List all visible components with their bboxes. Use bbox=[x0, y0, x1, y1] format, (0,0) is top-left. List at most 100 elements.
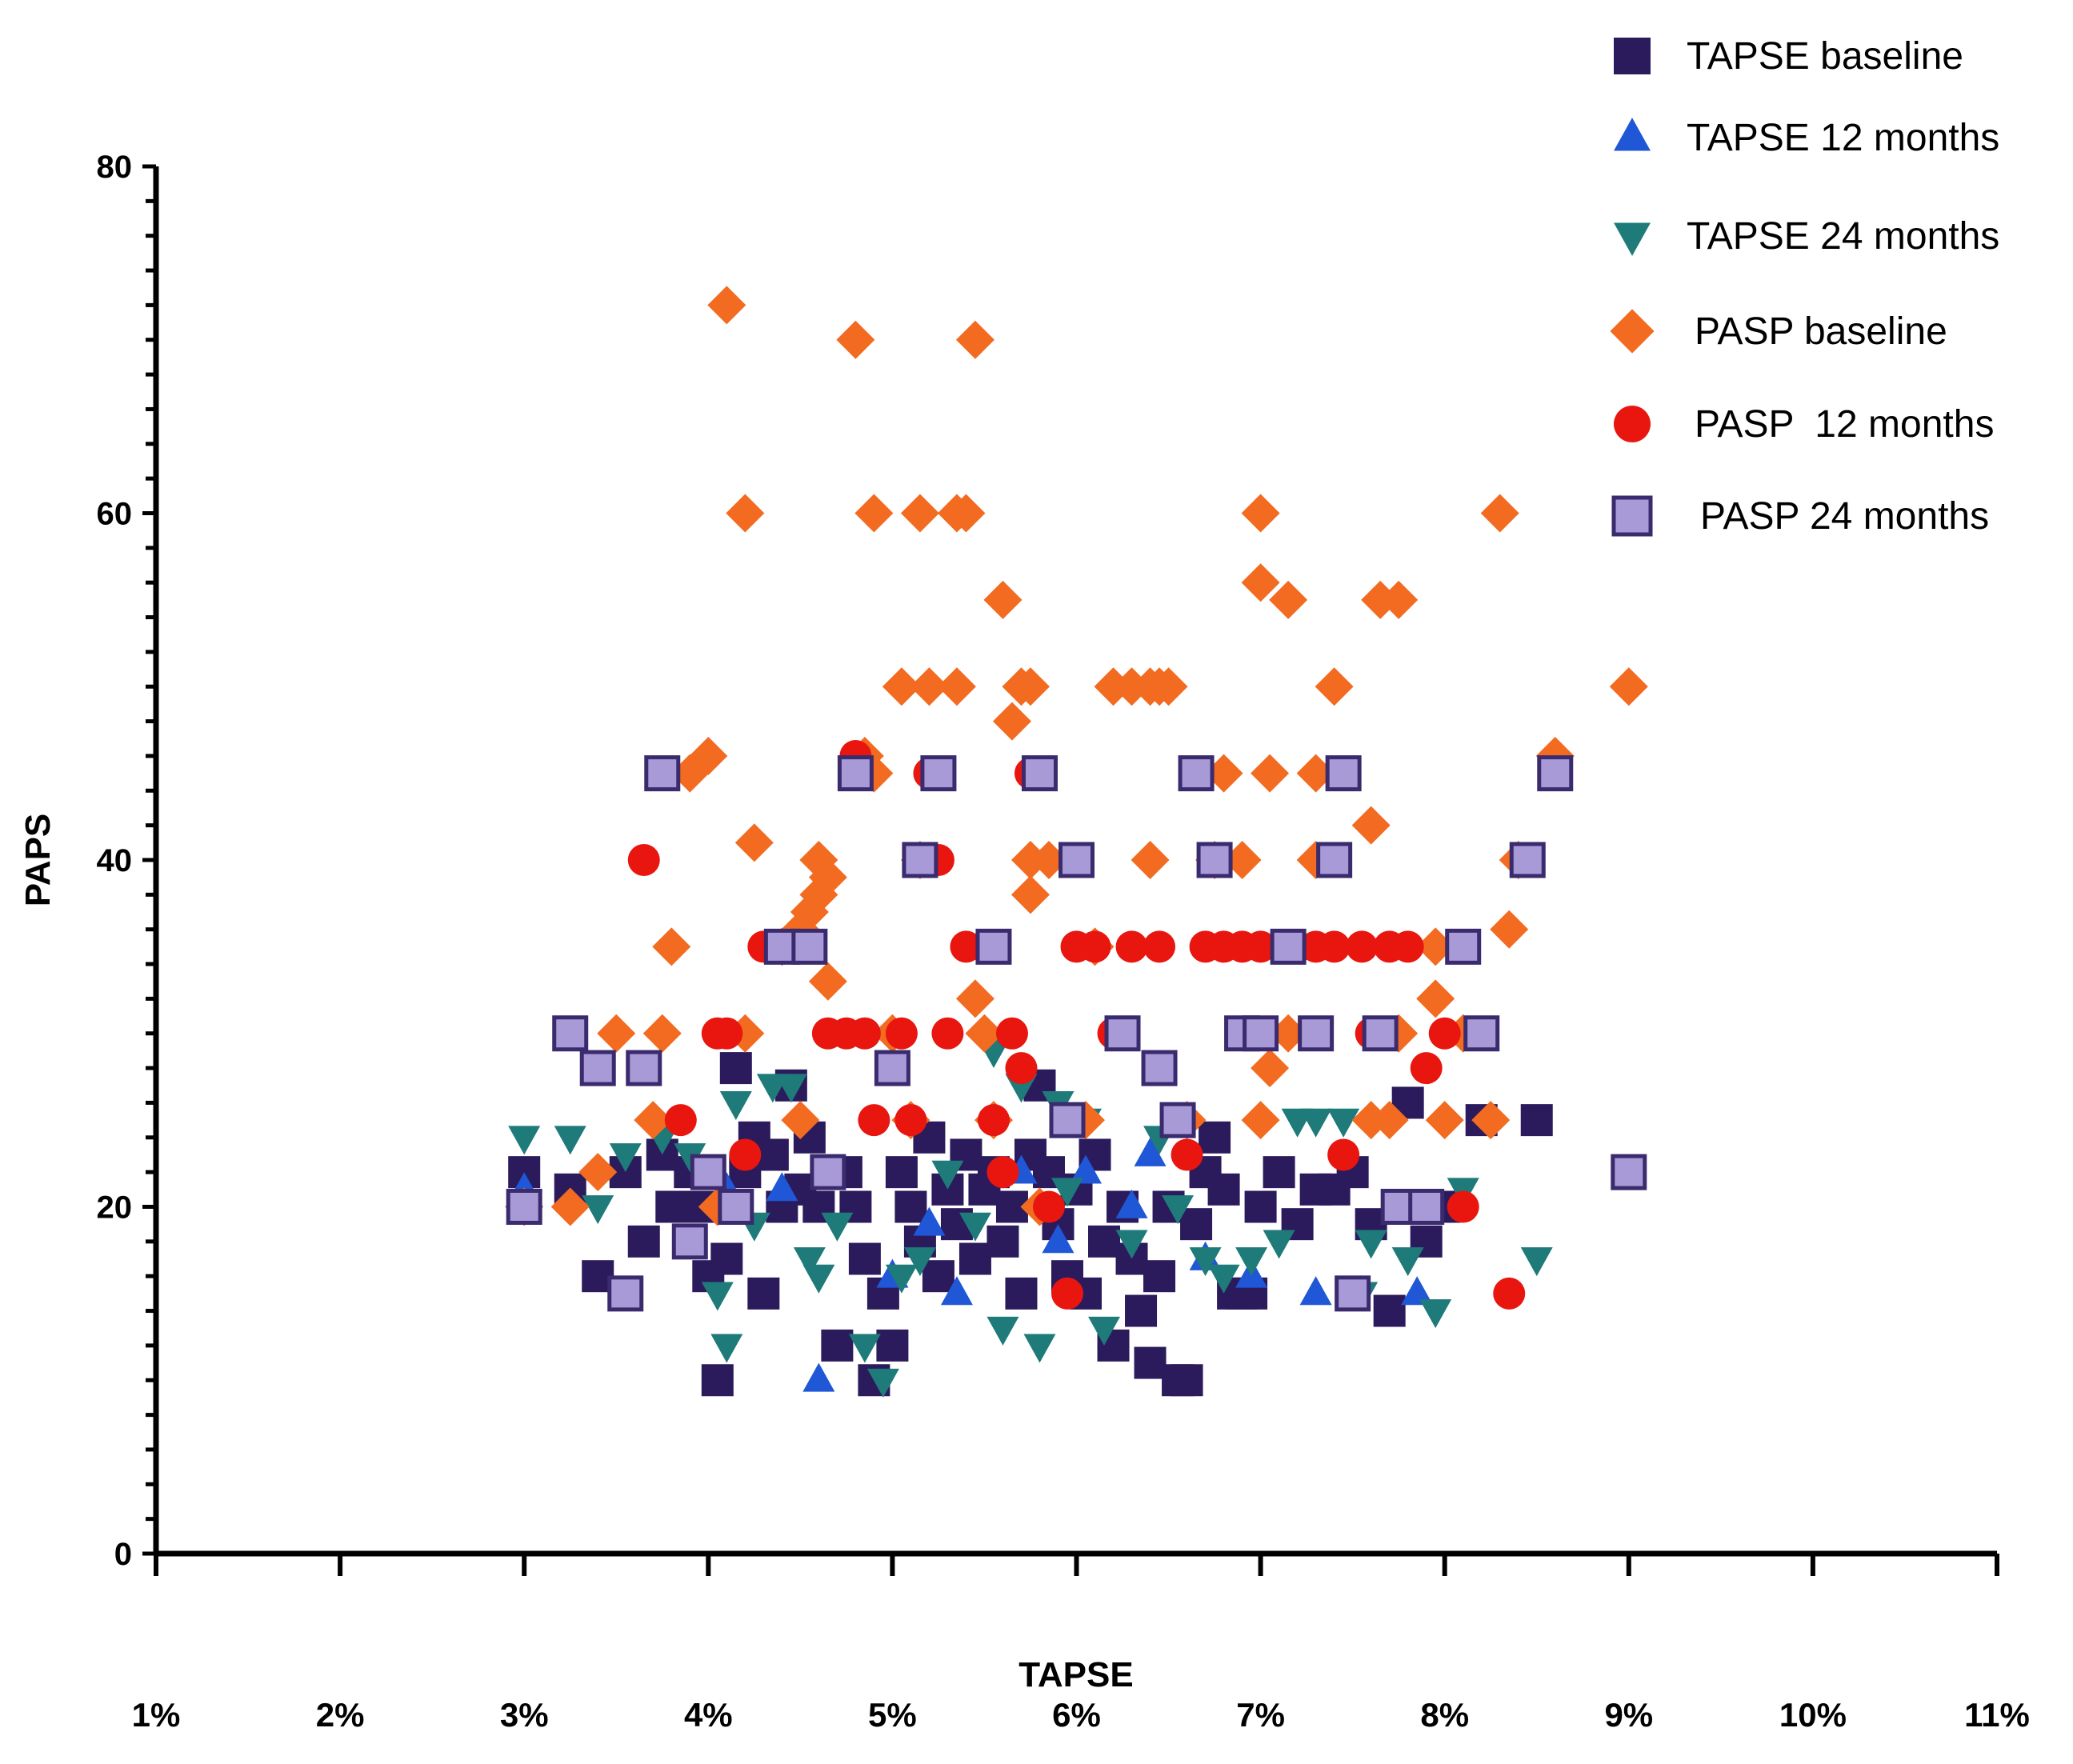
x-tick-label: 11% bbox=[1964, 1696, 2030, 1734]
data-point bbox=[1296, 754, 1335, 793]
data-point bbox=[1032, 1190, 1065, 1223]
legend-label: PASP 24 months bbox=[1700, 495, 1989, 538]
data-point bbox=[882, 667, 921, 706]
legend-label: TAPSE baseline bbox=[1687, 35, 1963, 78]
data-point bbox=[965, 1014, 1004, 1053]
data-point bbox=[1241, 494, 1280, 533]
data-point bbox=[931, 1160, 964, 1190]
data-point bbox=[1379, 580, 1419, 619]
data-point bbox=[718, 1189, 754, 1225]
data-point bbox=[1115, 930, 1148, 963]
data-point bbox=[977, 1104, 1010, 1137]
data-point bbox=[937, 667, 976, 706]
data-point bbox=[1189, 1247, 1222, 1277]
data-point bbox=[1609, 667, 1648, 706]
legend-marker bbox=[1611, 495, 1653, 537]
x-tick-label: 3% bbox=[500, 1696, 549, 1734]
data-point bbox=[946, 494, 986, 533]
data-point bbox=[655, 1190, 688, 1223]
data-point bbox=[626, 1050, 662, 1086]
data-point bbox=[766, 1172, 798, 1202]
data-point bbox=[1125, 1294, 1158, 1327]
legend-label: PASP 12 months bbox=[1695, 403, 1994, 446]
data-point bbox=[810, 1154, 846, 1190]
data-point bbox=[1520, 1104, 1553, 1137]
data-point bbox=[1316, 842, 1353, 878]
data-point bbox=[1425, 1101, 1464, 1140]
legend: TAPSE baseline TAPSE 12 months TAPSE 24 mo… bbox=[1610, 35, 1999, 538]
data-point bbox=[1270, 928, 1307, 965]
data-point bbox=[747, 1277, 780, 1310]
y-tick-label: 40 bbox=[97, 843, 133, 878]
data-point bbox=[1480, 494, 1519, 533]
data-point bbox=[1131, 841, 1170, 879]
data-point bbox=[710, 1334, 743, 1363]
data-point bbox=[858, 1104, 890, 1137]
data-point bbox=[1408, 1189, 1445, 1225]
data-point bbox=[578, 1153, 618, 1192]
x-tick-label: 1% bbox=[132, 1696, 181, 1734]
data-point bbox=[1346, 930, 1379, 963]
data-point bbox=[756, 1138, 789, 1171]
data-point bbox=[1042, 1224, 1075, 1254]
x-tick-label: 8% bbox=[1420, 1696, 1469, 1734]
data-point bbox=[922, 1260, 954, 1293]
data-point bbox=[1088, 1225, 1121, 1258]
x-tick-label: 7% bbox=[1236, 1696, 1285, 1734]
data-point bbox=[1141, 1050, 1178, 1086]
data-point bbox=[1010, 875, 1050, 914]
data-point bbox=[913, 1206, 946, 1236]
legend-label: PASP baseline bbox=[1695, 310, 1947, 353]
data-point bbox=[1149, 667, 1188, 706]
data-point bbox=[955, 979, 994, 1018]
data-point bbox=[1318, 930, 1351, 963]
series-tapse-24-months bbox=[508, 1039, 1553, 1398]
data-point bbox=[1070, 1154, 1103, 1184]
data-point bbox=[1298, 1015, 1335, 1052]
data-point bbox=[903, 1247, 936, 1277]
data-point bbox=[1049, 1102, 1086, 1138]
data-point bbox=[1079, 930, 1111, 963]
data-point bbox=[550, 1187, 590, 1226]
data-point bbox=[1355, 1230, 1387, 1259]
data-point bbox=[837, 755, 874, 792]
data-point bbox=[1325, 755, 1362, 792]
data-point bbox=[958, 1212, 991, 1242]
data-point bbox=[1251, 1049, 1290, 1088]
legend-marker bbox=[1614, 38, 1651, 74]
data-point bbox=[1005, 1277, 1038, 1310]
data-point bbox=[992, 702, 1031, 741]
legend-label: TAPSE 12 months bbox=[1687, 117, 1999, 159]
data-point bbox=[1207, 1173, 1240, 1206]
data-point bbox=[910, 667, 949, 706]
data-point bbox=[1416, 979, 1455, 1018]
data-point bbox=[802, 1362, 835, 1392]
x-axis-title: TAPSE bbox=[1018, 1655, 1133, 1694]
data-point bbox=[1463, 1015, 1500, 1052]
data-point bbox=[1391, 1247, 1424, 1277]
data-point bbox=[1509, 842, 1546, 878]
data-point bbox=[1143, 930, 1176, 963]
data-point bbox=[1005, 1052, 1038, 1085]
data-point bbox=[1021, 755, 1058, 792]
data-point bbox=[848, 1242, 881, 1275]
legend-marker bbox=[1614, 406, 1651, 442]
data-point bbox=[774, 1074, 807, 1103]
data-point bbox=[808, 962, 847, 1001]
plot-points bbox=[505, 286, 1648, 1398]
data-point bbox=[1401, 1276, 1434, 1306]
data-point bbox=[1010, 667, 1050, 706]
x-ticks: 1% 2% 3% 4% 5% 6% 7% 8% 9% 10% 11% bbox=[132, 1554, 2030, 1734]
data-point bbox=[1051, 1277, 1083, 1310]
series-pasp-24-months bbox=[506, 755, 1647, 1312]
data-point bbox=[781, 1101, 820, 1140]
x-tick-label: 9% bbox=[1604, 1696, 1653, 1734]
data-point bbox=[506, 1189, 542, 1225]
data-point bbox=[894, 1104, 927, 1137]
data-point bbox=[1611, 1154, 1647, 1190]
data-point bbox=[1235, 1247, 1268, 1277]
data-point bbox=[554, 1126, 586, 1155]
data-point bbox=[1134, 1137, 1167, 1166]
data-point bbox=[1180, 1208, 1213, 1241]
